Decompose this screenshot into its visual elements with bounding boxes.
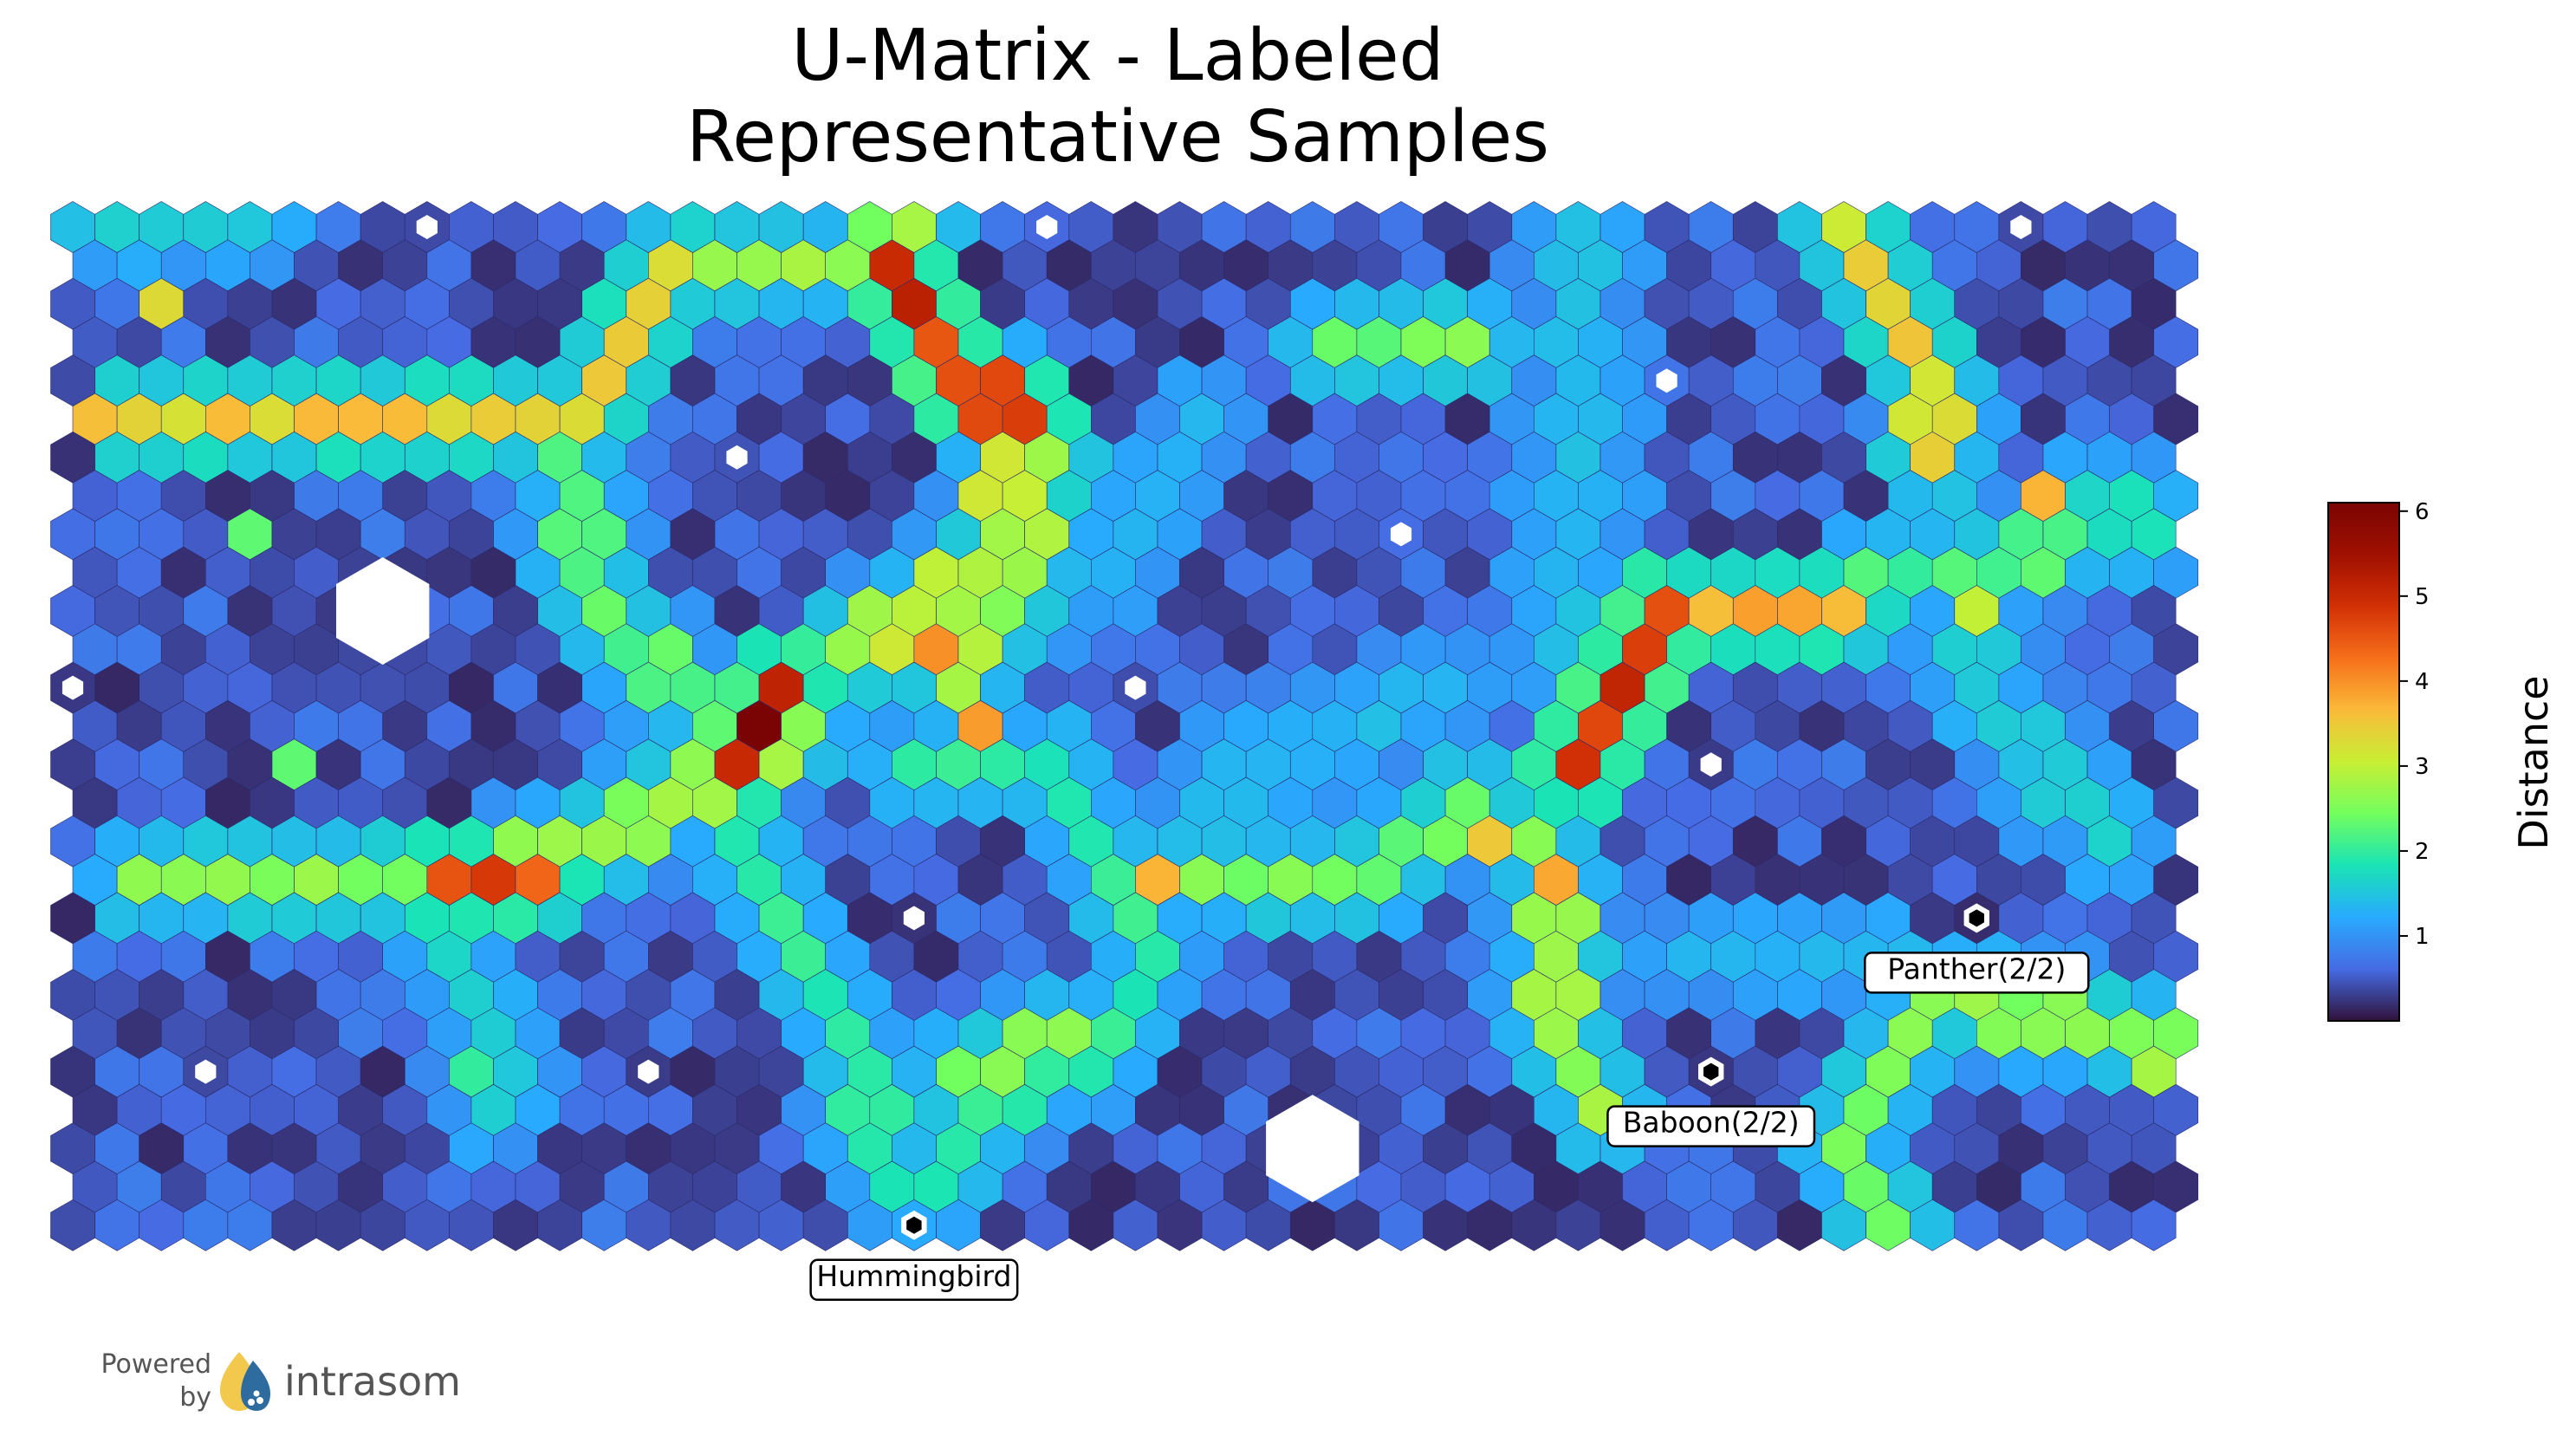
white-marker: [1390, 522, 1412, 547]
white-marker: [1656, 368, 1677, 393]
colorbar-tick-label: 3: [2415, 754, 2430, 780]
sample-marker-core: [906, 1216, 922, 1234]
colorbar-gradient: [2327, 502, 2400, 1022]
colorbar-tick-label: 2: [2415, 839, 2430, 865]
colorbar-ticks: 1 2 3 4 5 6: [2399, 499, 2430, 950]
white-marker: [195, 1059, 217, 1084]
sample-marker-core: [1969, 909, 1984, 927]
colorbar: 1 2 3 4 5 6 Distance: [2327, 499, 2557, 1022]
colorbar-tick-label: 1: [2415, 924, 2430, 950]
colorbar-tick-label: 6: [2415, 499, 2430, 525]
white-marker: [638, 1059, 659, 1084]
white-marker: [416, 215, 438, 239]
hex-grid: [50, 201, 2199, 1251]
intrasom-brand: intrasom: [284, 1358, 461, 1405]
chart-title-line-1: U-Matrix - Labeled: [791, 15, 1444, 97]
colorbar-tick-label: 4: [2415, 669, 2430, 695]
powered-by-logo: Powered by intrasom: [101, 1349, 461, 1413]
sample-label-box: [1606, 1105, 1816, 1147]
sample-marker-core: [1703, 1062, 1719, 1081]
white-marker: [726, 445, 748, 470]
white-marker: [903, 906, 925, 931]
large-white-marker: [336, 557, 430, 665]
sample-label: Baboon(2/2): [1623, 1106, 1800, 1140]
large-white-marker: [1266, 1095, 1359, 1203]
white-marker: [2010, 215, 2032, 239]
intrasom-drop-icon: [220, 1352, 270, 1411]
white-marker: [1036, 215, 1058, 239]
powered-label: Powered: [101, 1349, 211, 1380]
white-marker: [1125, 675, 1146, 700]
sample-label-box: [1864, 952, 2090, 994]
colorbar-label: Distance: [2510, 675, 2557, 849]
sample-label-box: [809, 1258, 1019, 1302]
by-label: by: [179, 1382, 211, 1413]
chart-title-line-2: Representative Samples: [686, 96, 1549, 179]
sample-label: Panther(2/2): [1887, 952, 2066, 985]
white-marker: [1700, 752, 1722, 777]
annotation-layer: Panther(2/2) Baboon(2/2) Hummingbird: [62, 215, 2090, 1302]
colorbar-tick-label: 5: [2415, 584, 2430, 610]
sample-label: Hummingbird: [816, 1259, 1011, 1293]
white-marker: [62, 675, 84, 700]
hex-cell: [2131, 1199, 2177, 1251]
